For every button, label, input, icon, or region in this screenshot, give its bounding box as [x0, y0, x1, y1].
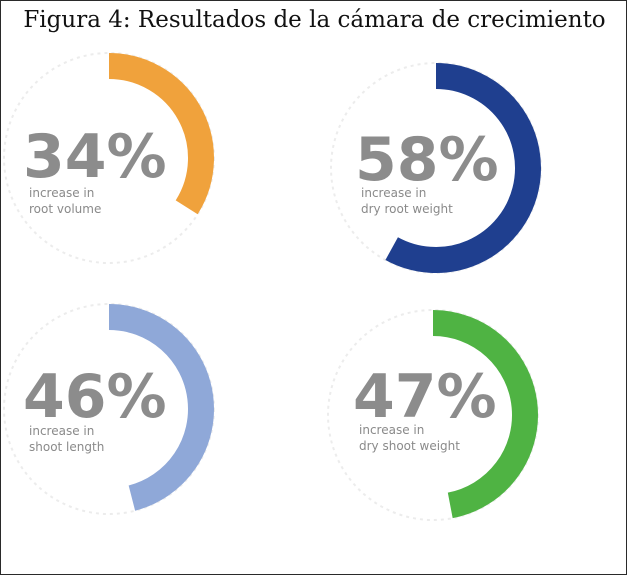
gauge-caption-line-1: increase in [359, 423, 424, 437]
gauge-root-volume: 34% increase in root volume [3, 52, 215, 264]
figure-title: Figura 4: Resultados de la cámara de cre… [23, 7, 606, 33]
gauge-caption-line-1: increase in [29, 186, 94, 200]
gauge-value-label: 47% [353, 362, 497, 432]
gauge-arc [108, 53, 214, 215]
gauge-caption-line-2: dry shoot weight [359, 439, 460, 453]
gauge-caption-line-2: dry root weight [361, 202, 453, 216]
gauge-arc [385, 63, 541, 273]
gauge-shoot-length: 46% increase in shoot length [3, 303, 215, 515]
gauge-value-label: 58% [355, 125, 499, 195]
gauge-dry-root-weight: 58% increase in dry root weight [330, 62, 542, 274]
gauge-value-label: 46% [23, 362, 167, 432]
gauge-caption-line-1: increase in [361, 186, 426, 200]
gauge-value-label: 34% [23, 122, 167, 192]
gauge-caption-line-1: increase in [29, 424, 94, 438]
gauge-dry-shoot-weight: 47% increase in dry shoot weight [327, 309, 539, 521]
gauge-arc [108, 304, 214, 511]
gauge-arc [432, 310, 538, 519]
gauge-caption-line-2: shoot length [29, 440, 104, 454]
gauge-caption-line-2: root volume [29, 202, 101, 216]
